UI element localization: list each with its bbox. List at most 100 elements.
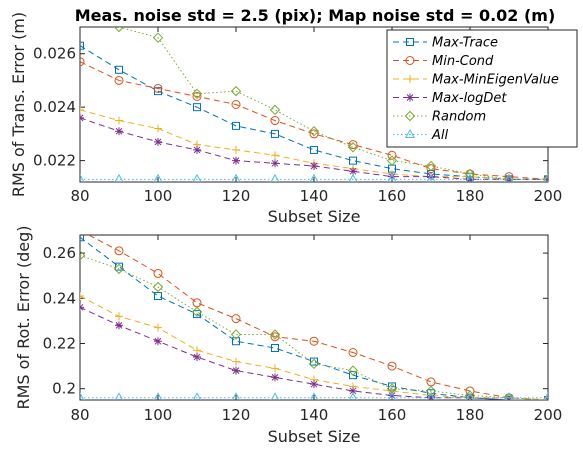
legend-label-max-trace: Max-Trace xyxy=(432,36,498,51)
data-point-all xyxy=(465,173,475,182)
data-point-min-cond xyxy=(80,57,85,67)
data-point-max-mineigenvalue xyxy=(80,105,84,114)
data-point-max-trace xyxy=(349,371,357,380)
series-line-random xyxy=(118,27,548,180)
legend-label-all: All xyxy=(431,128,449,143)
data-point-min-cond xyxy=(231,314,241,324)
y-tick-label: 0.24 xyxy=(43,289,76,307)
data-point-max-logdet xyxy=(154,337,162,346)
x-axis-label: Subset Size xyxy=(268,207,361,226)
x-tick-label: 120 xyxy=(222,406,251,424)
data-point-all xyxy=(348,392,358,400)
data-point-min-cond xyxy=(270,332,280,342)
data-point-all xyxy=(192,392,202,400)
data-point-all xyxy=(270,392,280,400)
x-tick-label: 140 xyxy=(300,187,329,205)
data-point-min-cond xyxy=(387,150,397,160)
data-point-all xyxy=(192,173,202,182)
data-point-max-logdet xyxy=(349,386,357,395)
data-point-random xyxy=(269,329,281,340)
data-point-max-mineigenvalue xyxy=(80,292,84,301)
data-point-random xyxy=(191,88,203,100)
data-point-all xyxy=(153,173,163,182)
x-axis-label: Subset Size xyxy=(268,427,361,446)
data-point-all xyxy=(348,173,358,182)
data-point-max-mineigenvalue xyxy=(115,312,123,321)
data-point-max-mineigenvalue xyxy=(154,124,162,133)
data-point-min-cond xyxy=(348,348,358,358)
data-point-min-cond xyxy=(309,336,319,346)
series-group xyxy=(80,27,548,182)
data-point-min-cond xyxy=(153,83,163,93)
x-tick-label: 80 xyxy=(70,406,89,424)
data-point-max-logdet xyxy=(349,167,357,176)
data-point-all xyxy=(543,173,548,182)
y-tick-label: 0.022 xyxy=(33,152,76,170)
data-point-all xyxy=(504,173,514,182)
data-point-max-mineigenvalue xyxy=(232,357,240,366)
data-point-max-logdet xyxy=(271,159,279,168)
data-point-random xyxy=(503,174,515,182)
data-point-max-logdet xyxy=(232,156,240,165)
legend-label-max-mineigenvalue: Max-MinEigenValue xyxy=(432,73,559,88)
data-point-max-trace xyxy=(80,235,84,242)
data-point-all xyxy=(80,173,85,182)
data-point-random xyxy=(425,385,437,397)
data-point-all xyxy=(80,392,85,400)
series-line-random xyxy=(80,254,548,400)
data-point-max-logdet xyxy=(115,127,123,136)
legend-label-max-logdet: Max-logDet xyxy=(432,91,507,106)
data-point-max-logdet xyxy=(427,172,435,181)
x-tick-label: 100 xyxy=(144,187,173,205)
y-tick-label: 0.026 xyxy=(33,45,76,63)
plot-rotation-error: 80 100 120 140 160 180 200 0.2 0.22 0.24 0.26 Subse… xyxy=(14,225,562,446)
data-point-all xyxy=(231,392,241,400)
data-point-all xyxy=(387,392,397,400)
data-point-random xyxy=(308,358,320,370)
x-tick-label: 160 xyxy=(378,406,407,424)
data-point-random xyxy=(386,155,398,166)
legend-marker-all xyxy=(404,128,416,138)
data-point-max-trace xyxy=(349,156,357,165)
data-point-max-logdet xyxy=(232,366,240,375)
data-point-max-trace xyxy=(310,357,318,366)
x-tick-label: 180 xyxy=(456,187,485,205)
data-point-max-trace xyxy=(154,292,162,301)
y-tick-label: 0.26 xyxy=(43,244,76,262)
y-tick-label: 0.2 xyxy=(52,380,76,398)
x-tick-label: 200 xyxy=(534,406,563,424)
legend-label-min-cond: Min-Cond xyxy=(432,54,494,69)
chart-title: Meas. noise std = 2.5 (pix); Map noise s… xyxy=(75,6,556,25)
data-point-max-mineigenvalue xyxy=(271,151,279,160)
data-point-min-cond xyxy=(114,246,124,256)
x-tick-label: 120 xyxy=(222,187,251,205)
x-tick-label: 180 xyxy=(456,406,485,424)
data-point-all xyxy=(309,392,319,400)
data-point-max-trace xyxy=(193,103,201,112)
data-point-all xyxy=(387,173,397,182)
data-point-all xyxy=(465,392,475,400)
data-point-max-mineigenvalue xyxy=(232,145,240,154)
data-point-random xyxy=(113,27,125,33)
data-point-max-trace xyxy=(193,310,201,319)
legend-box xyxy=(386,29,578,148)
data-point-max-logdet xyxy=(466,393,474,400)
data-point-random xyxy=(464,390,476,400)
data-point-max-logdet xyxy=(427,393,435,400)
data-point-min-cond xyxy=(270,116,280,126)
x-tick-label: 160 xyxy=(378,187,407,205)
series-line-min-cond xyxy=(87,235,548,400)
series-line-min-cond xyxy=(80,61,548,180)
data-point-max-mineigenvalue xyxy=(271,364,279,373)
data-point-random xyxy=(503,392,515,400)
y-axis-label: RMS of Trans. Error (m) xyxy=(9,12,28,197)
legend-marker-max-trace xyxy=(406,38,414,46)
legend-label-random: Random xyxy=(432,110,486,125)
data-point-random xyxy=(80,250,86,261)
data-point-max-trace xyxy=(80,41,84,50)
data-point-all xyxy=(543,392,548,400)
data-point-random xyxy=(113,263,125,275)
x-tick-label: 100 xyxy=(144,406,173,424)
legend-marker-max-mineigenvalue xyxy=(406,75,414,83)
